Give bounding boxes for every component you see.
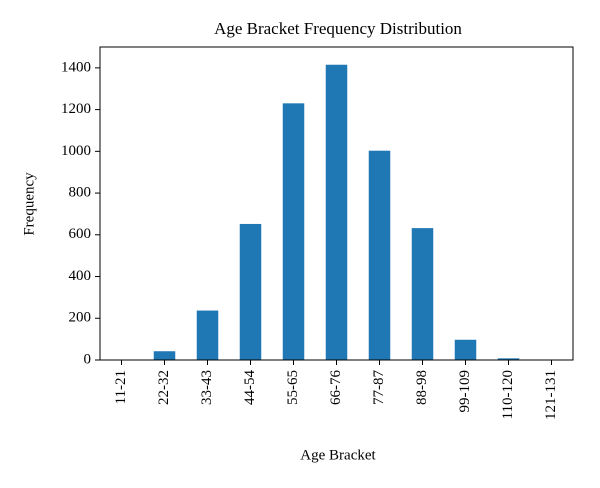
y-axis-label: Frequency: [21, 172, 37, 236]
bar: [239, 223, 262, 360]
bar: [325, 64, 348, 360]
x-tick-label: 110-120: [500, 370, 516, 419]
y-tick-label: 600: [69, 226, 92, 242]
x-tick-label: 66-76: [328, 370, 344, 405]
bar: [153, 351, 176, 360]
x-tick-label: 121-131: [543, 370, 559, 420]
x-tick-label: 33-43: [199, 370, 215, 405]
y-tick-label: 200: [69, 310, 92, 326]
x-tick-label: 11-21: [113, 370, 129, 404]
x-tick-label: 88-98: [414, 370, 430, 405]
y-tick-label: 1400: [61, 59, 91, 75]
y-tick-label: 1200: [61, 101, 91, 117]
y-tick-label: 1000: [61, 143, 91, 159]
bar: [368, 150, 391, 360]
x-tick-label: 77-87: [371, 370, 387, 405]
y-tick-label: 800: [69, 185, 92, 201]
x-tick-label: 99-109: [457, 370, 473, 413]
chart-title: Age Bracket Frequency Distribution: [214, 19, 462, 38]
x-axis-label: Age Bracket: [300, 447, 376, 463]
plot-frame: [99, 46, 574, 361]
y-tick-label: 0: [84, 351, 92, 367]
x-tick-label: 44-54: [242, 370, 258, 405]
bar: [196, 310, 219, 360]
bar: [282, 103, 305, 360]
x-tick-label: 22-32: [156, 370, 172, 405]
y-tick-label: 400: [69, 268, 92, 284]
bar: [497, 358, 520, 360]
bar: [411, 228, 434, 360]
bar: [454, 339, 477, 360]
x-tick-label: 55-65: [285, 370, 301, 405]
